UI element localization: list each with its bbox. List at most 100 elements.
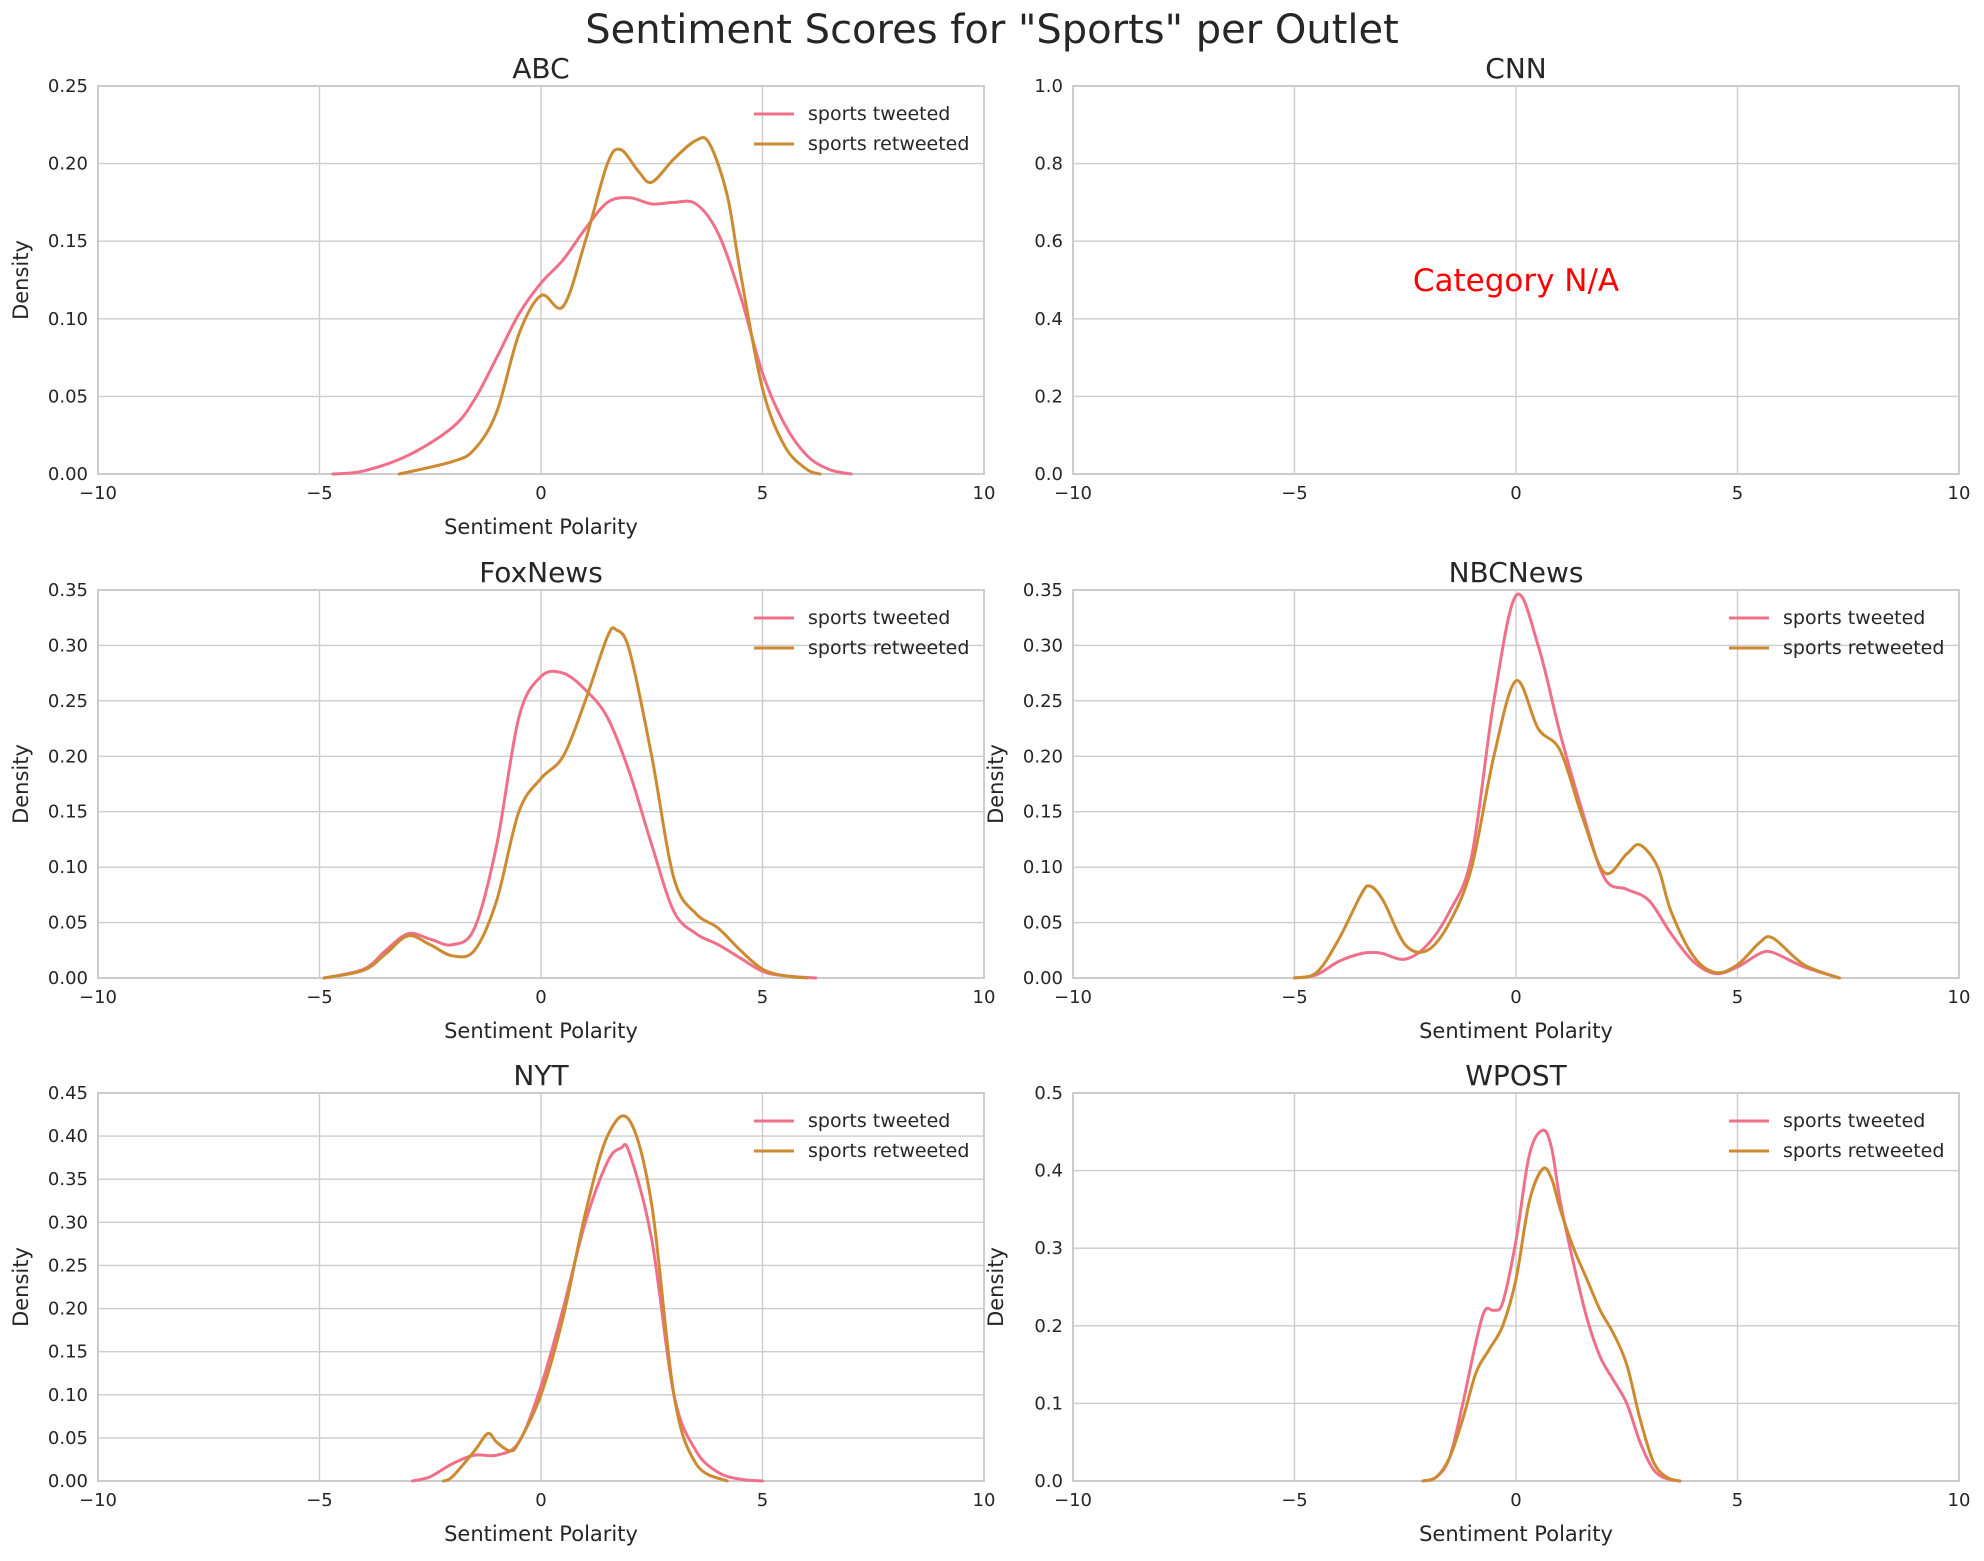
subplot-foxnews: FoxNews −10 −5 0 5 10 0.00 0.05 0.10 0.15 0.20 0.25… — [9, 556, 995, 1043]
subplot-title: NBCNews — [1449, 556, 1584, 589]
y-tick-label: 0.4 — [1034, 309, 1063, 330]
y-tick-label: 0.25 — [48, 1255, 88, 1276]
y-tick-label: 0.00 — [48, 464, 88, 485]
legend-entry: sports retweeted — [808, 1140, 969, 1162]
legend: sports tweeted sports retweeted — [754, 1110, 969, 1162]
category-na-annotation: Category N/A — [1413, 263, 1619, 299]
legend: sports tweeted sports retweeted — [1729, 607, 1944, 659]
subplot-nyt: NYT −10 −5 0 5 10 0.00 0.05 0.10 0.15 0.20 0.25 0.30… — [9, 1059, 995, 1546]
x-tick-label: 0 — [1510, 483, 1521, 504]
subplot-title: ABC — [512, 52, 569, 85]
subplot-wpost: WPOST −10 −5 0 5 10 0.0 0.1 0.2 0.3 0.4 0.5 Sentimen… — [984, 1059, 1970, 1546]
y-axis-label: Density — [984, 1247, 1008, 1327]
x-tick-label: 10 — [1948, 1490, 1971, 1511]
y-tick-label: 0.15 — [48, 231, 88, 252]
x-tick-label: 5 — [1732, 987, 1743, 1008]
x-tick-label: −5 — [1281, 987, 1308, 1008]
subplot-grid: ABC−10 −5 0 5 100.000.050.100.150.200.25Sent… — [9, 52, 1970, 1546]
axes-frame — [1072, 1092, 1960, 1482]
axes-frame — [97, 589, 985, 979]
y-tick-label: 0.8 — [1034, 154, 1063, 175]
x-tick-label: 5 — [757, 1490, 768, 1511]
y-tick-label: 0.0 — [1034, 464, 1063, 485]
y-tick-label: 0.30 — [48, 635, 88, 656]
x-axis-label: Sentiment Polarity — [444, 515, 638, 539]
y-tick-label: 0.15 — [48, 802, 88, 823]
y-tick-label: 0.15 — [1023, 802, 1063, 823]
subplot-title: NYT — [513, 1059, 569, 1092]
y-tick-label: 0.1 — [1034, 1393, 1063, 1414]
y-tick-label: 0.45 — [48, 1083, 88, 1104]
y-tick-label: 0.20 — [48, 746, 88, 767]
y-tick-label: 0.05 — [48, 1428, 88, 1449]
legend-entry: sports tweeted — [808, 607, 950, 629]
figure-title: Sentiment Scores for "Sports" per Outlet — [585, 7, 1399, 53]
y-tick-label: 0.00 — [48, 1471, 88, 1492]
y-tick-label: 0.0 — [1034, 1471, 1063, 1492]
x-tick-label: 10 — [1948, 483, 1971, 504]
x-tick-label: −10 — [1054, 987, 1092, 1008]
y-tick-label: 0.05 — [1023, 913, 1063, 934]
x-tick-label: −5 — [306, 1490, 333, 1511]
x-tick-label: 10 — [1948, 987, 1971, 1008]
subplot-abc: ABC −10 −5 0 5 10 0.00 0.05 0.10 0.15 0.20 0.25 Sent… — [9, 52, 995, 539]
legend-entry: sports retweeted — [808, 637, 969, 659]
y-tick-label: 0.3 — [1034, 1238, 1063, 1259]
x-tick-label: 5 — [757, 987, 768, 1008]
x-tick-label: −5 — [1281, 1490, 1308, 1511]
y-tick-label: 0.6 — [1034, 231, 1063, 252]
y-axis-label: Density — [9, 744, 33, 824]
y-tick-label: 0.00 — [1023, 968, 1063, 989]
x-tick-label: −10 — [1054, 1490, 1092, 1511]
x-tick-label: −5 — [306, 987, 333, 1008]
series-line-retweeted — [442, 1114, 729, 1483]
x-axis-label: Sentiment Polarity — [1419, 1019, 1613, 1043]
subplot-cnn: CNN −10 −5 0 5 10 0.0 0.2 0.4 0.6 0.8 1.0 Category N… — [1034, 52, 1970, 504]
subplot-nbcnews: NBCNews −10 −5 0 5 10 0.00 0.05 0.10 0.15 0.20 0.25… — [984, 556, 1970, 1043]
x-tick-label: −10 — [1054, 483, 1092, 504]
x-axis-label: Sentiment Polarity — [444, 1522, 638, 1546]
x-tick-label: −10 — [79, 483, 117, 504]
y-tick-label: 0.05 — [48, 386, 88, 407]
x-tick-label: −5 — [1281, 483, 1308, 504]
x-axis-label: Sentiment Polarity — [1419, 1522, 1613, 1546]
subplot-title: WPOST — [1465, 1059, 1567, 1092]
y-tick-label: 0.00 — [48, 968, 88, 989]
y-tick-label: 0.05 — [48, 913, 88, 934]
x-tick-label: 10 — [973, 987, 996, 1008]
series-line-retweeted — [1421, 1166, 1682, 1483]
y-tick-label: 0.15 — [48, 1342, 88, 1363]
y-axis-label: Density — [9, 1247, 33, 1327]
legend: sports tweeted sports retweeted — [1729, 1110, 1944, 1162]
y-tick-label: 0.10 — [48, 857, 88, 878]
series-line-retweeted — [322, 626, 809, 980]
y-tick-label: 1.0 — [1034, 76, 1063, 97]
series-line-retweeted — [397, 136, 822, 476]
series-line-tweeted — [411, 1143, 764, 1483]
x-tick-label: 0 — [535, 483, 546, 504]
x-tick-label: −5 — [306, 483, 333, 504]
x-tick-label: 0 — [535, 1490, 546, 1511]
legend-entry: sports tweeted — [1783, 1110, 1925, 1132]
y-tick-label: 0.25 — [48, 76, 88, 97]
y-tick-label: 0.20 — [48, 1299, 88, 1320]
y-tick-label: 0.10 — [1023, 857, 1063, 878]
y-tick-label: 0.35 — [1023, 580, 1063, 601]
legend-entry: sports tweeted — [808, 103, 950, 125]
y-tick-label: 0.30 — [48, 1212, 88, 1233]
y-tick-label: 0.5 — [1034, 1083, 1063, 1104]
x-tick-label: 0 — [1510, 987, 1521, 1008]
y-tick-label: 0.10 — [48, 309, 88, 330]
series-line-retweeted — [1293, 679, 1841, 980]
axes-frame — [97, 1092, 985, 1482]
y-tick-label: 0.10 — [48, 1385, 88, 1406]
series-line-tweeted — [322, 669, 818, 980]
y-tick-label: 0.20 — [48, 154, 88, 175]
y-tick-label: 0.35 — [48, 1169, 88, 1190]
x-tick-label: 10 — [973, 483, 996, 504]
axes-frame — [1072, 589, 1960, 979]
legend: sports tweeted sports retweeted — [754, 103, 969, 155]
subplot-title: CNN — [1485, 52, 1546, 85]
